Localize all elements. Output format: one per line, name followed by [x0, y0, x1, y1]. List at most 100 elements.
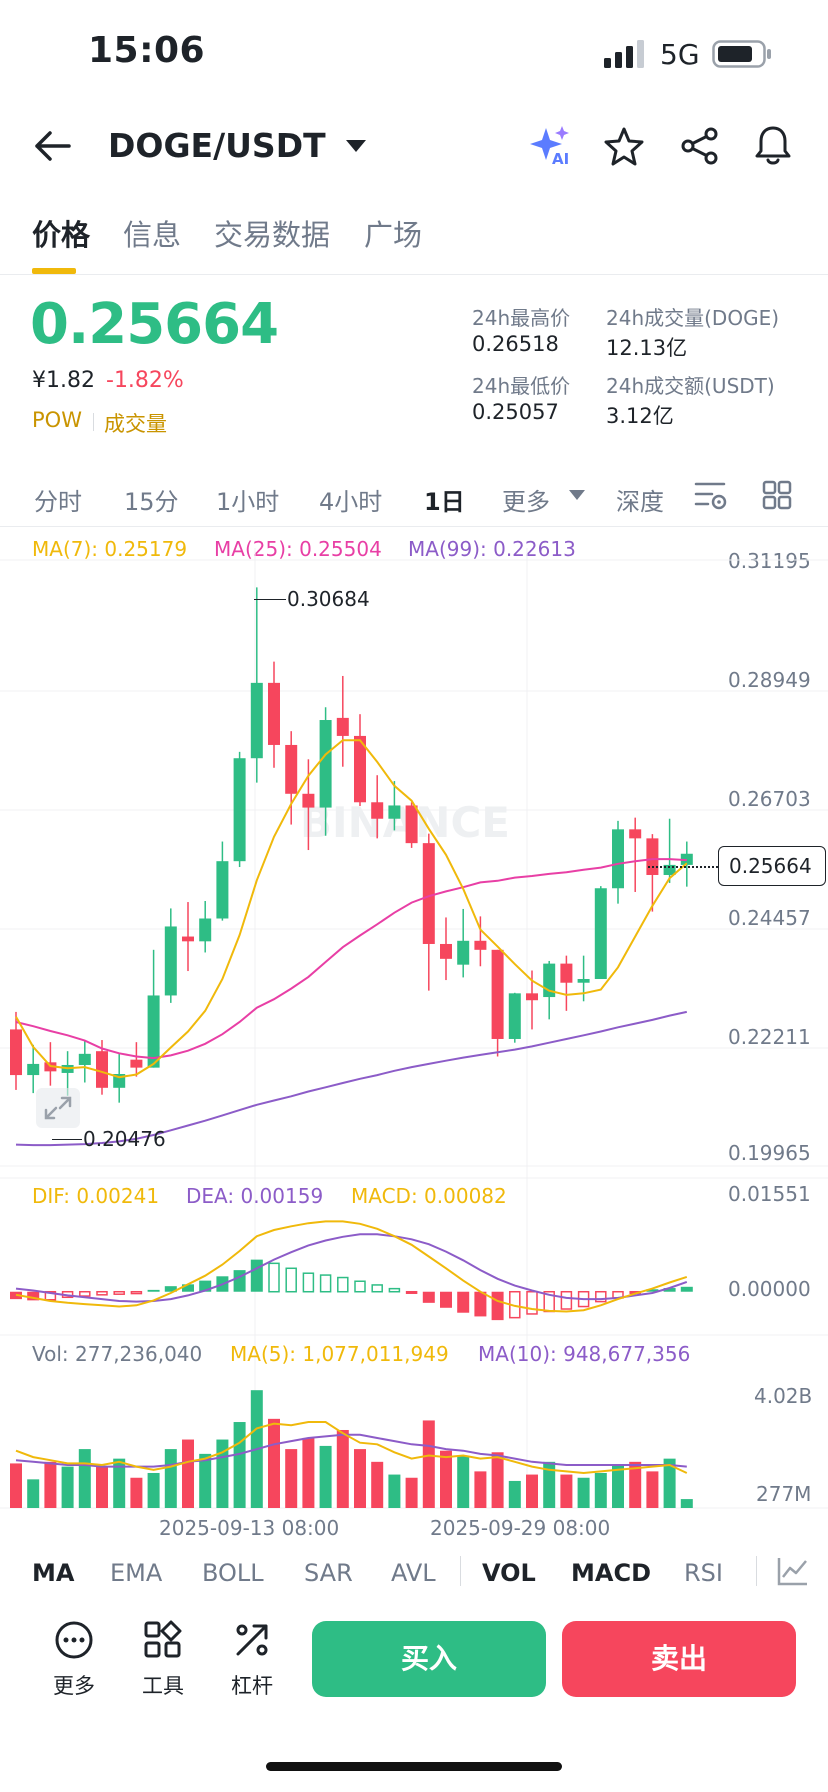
bell-icon[interactable]: [754, 124, 792, 166]
star-icon[interactable]: [604, 126, 644, 166]
interval-1h[interactable]: 1小时: [216, 488, 280, 516]
indicator-sar[interactable]: SAR: [304, 1559, 353, 1587]
interval-divider: [0, 526, 828, 527]
grid-layout-icon[interactable]: [762, 480, 792, 510]
indicator-rsi[interactable]: RSI: [684, 1559, 723, 1587]
candle-body: [457, 940, 470, 965]
indicator-ema[interactable]: EMA: [110, 1559, 163, 1587]
volume-bar: [61, 1466, 74, 1508]
volume-bar: [577, 1477, 590, 1508]
macd-bar: [371, 1284, 383, 1293]
indicator-avl[interactable]: AVL: [391, 1559, 436, 1587]
macd-bar: [491, 1291, 504, 1321]
candle-body: [182, 936, 194, 942]
buy-button[interactable]: 买入: [312, 1621, 546, 1697]
tab-price[interactable]: 价格: [32, 218, 91, 252]
tab-square[interactable]: 广场: [364, 218, 423, 252]
macd-bar: [285, 1267, 297, 1293]
ma25-line: [15, 858, 687, 1060]
candle-body: [440, 943, 452, 959]
ai-button[interactable]: AI: [528, 124, 574, 170]
ma7-line: [15, 739, 688, 1079]
expand-chart-button[interactable]: [36, 1088, 80, 1128]
macd-bar: [560, 1290, 573, 1310]
leverage-tool[interactable]: 杠杆: [212, 1620, 292, 1700]
candle-body: [27, 1063, 40, 1076]
kline-chart[interactable]: BINANCE: [0, 540, 828, 1530]
volume-bar: [164, 1449, 177, 1508]
macd-bar: [646, 1289, 659, 1292]
ai-sparkle-icon: [530, 126, 569, 160]
pair-title[interactable]: DOGE/USDT: [108, 126, 326, 165]
indicator-separator: [756, 1556, 757, 1586]
dea-line: [15, 1233, 688, 1303]
tab-divider: [0, 274, 828, 275]
back-arrow-icon[interactable]: [34, 130, 72, 162]
price-axis-label: 0.26703: [728, 787, 811, 811]
status-time: 15:06: [88, 30, 206, 71]
volume-bar: [130, 1477, 143, 1508]
indicator-boll[interactable]: BOLL: [202, 1559, 264, 1587]
candle-body: [96, 1051, 108, 1088]
macd-bar: [319, 1274, 332, 1293]
current-price-tag: 0.25664: [718, 846, 826, 886]
macd-bar: [182, 1284, 194, 1292]
sell-button[interactable]: 卖出: [562, 1621, 796, 1697]
tools-grid-icon: [144, 1620, 182, 1658]
tag-separator: [93, 413, 94, 431]
volume-bar: [336, 1429, 349, 1508]
price-axis-label: 0.19965: [728, 1141, 811, 1165]
candle-body: [612, 829, 624, 889]
macd-bar: [474, 1291, 487, 1317]
macd-bar: [440, 1291, 452, 1308]
indicator-chart-icon[interactable]: [776, 1555, 810, 1587]
volume-bar: [182, 1439, 194, 1508]
caret-down-small-icon[interactable]: [568, 489, 586, 501]
ma7-legend: MA(7): 0.25179: [32, 537, 188, 561]
indicator-vol[interactable]: VOL: [482, 1559, 536, 1587]
indicator-ma[interactable]: MA: [32, 1559, 75, 1587]
candle-body: [646, 838, 659, 875]
volume-bar: [319, 1445, 332, 1508]
volume-bar: [27, 1479, 40, 1508]
candle-body: [663, 864, 676, 875]
tag-pow[interactable]: POW: [32, 408, 82, 432]
macd-bar: [405, 1290, 418, 1294]
tools-tool[interactable]: 工具: [123, 1620, 203, 1700]
candle-body: [336, 717, 349, 736]
macd-bar: [44, 1290, 57, 1301]
price-axis-label: 0.22211: [728, 1025, 811, 1049]
ma99-legend: MA(99): 0.22613: [408, 537, 576, 561]
candle-body: [250, 682, 263, 759]
share-icon[interactable]: [680, 126, 720, 166]
macd-bar: [233, 1270, 246, 1292]
candle-body: [388, 805, 401, 819]
vol-legend: Vol: 277,236,040: [32, 1342, 203, 1366]
macd-bar: [79, 1290, 91, 1297]
cny-price: ¥1.82: [32, 368, 95, 393]
vol-ma10-line: [15, 1433, 687, 1468]
interval-time[interactable]: 分时: [34, 488, 82, 516]
more-tool[interactable]: 更多: [34, 1620, 114, 1700]
tab-info[interactable]: 信息: [123, 218, 182, 252]
chart-settings-icon[interactable]: [694, 480, 728, 512]
battery-icon: [712, 40, 771, 68]
tab-trading-data[interactable]: 交易数据: [214, 218, 331, 252]
interval-1d[interactable]: 1日: [424, 488, 465, 516]
macd-bar: [113, 1290, 125, 1295]
caret-down-icon[interactable]: [345, 138, 367, 154]
tag-volume[interactable]: 成交量: [104, 412, 167, 436]
candle-body: [285, 744, 298, 794]
volume-bar: [646, 1471, 659, 1508]
macd-bar: [302, 1272, 315, 1293]
volume-bar: [78, 1449, 91, 1508]
volume-bar: [268, 1418, 280, 1508]
tools-tool-label: 工具: [142, 1674, 184, 1698]
interval-more[interactable]: 更多: [502, 488, 550, 516]
interval-depth[interactable]: 深度: [616, 488, 664, 516]
volume-bar: [199, 1453, 212, 1508]
macd-bar: [268, 1262, 280, 1293]
interval-15m[interactable]: 15分: [124, 488, 179, 516]
interval-4h[interactable]: 4小时: [319, 488, 383, 516]
indicator-macd[interactable]: MACD: [571, 1559, 651, 1587]
